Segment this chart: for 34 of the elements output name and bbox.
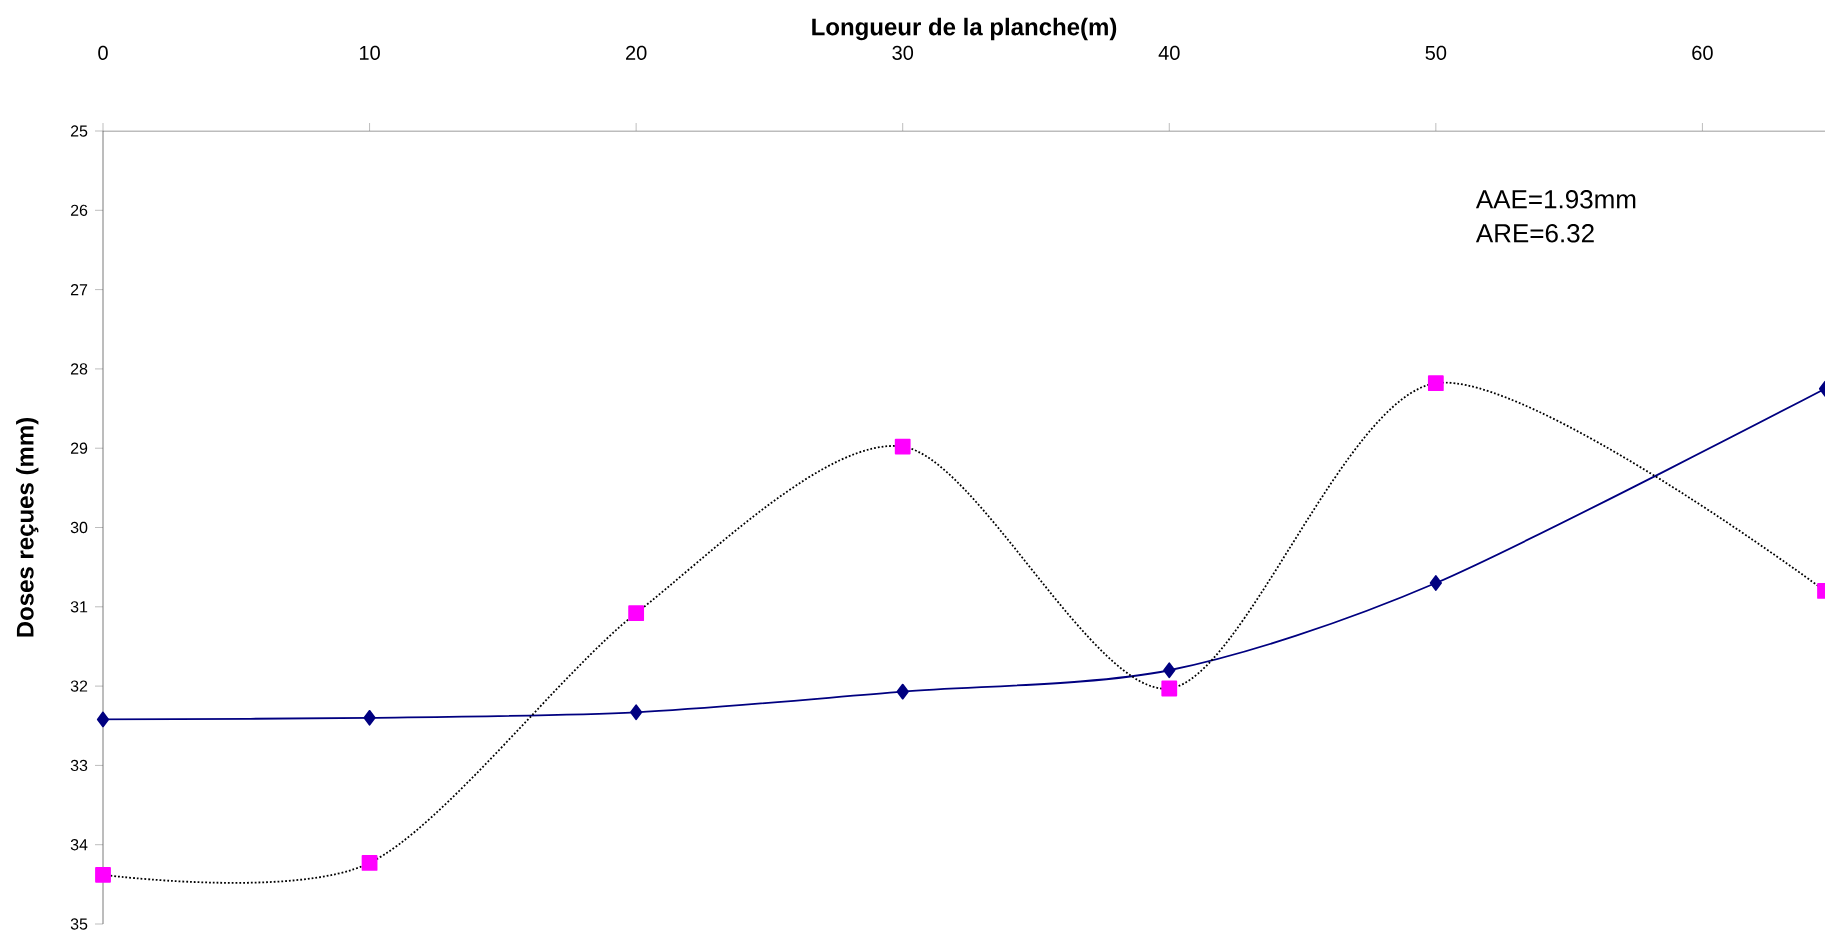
y-tick-label: 35 (70, 918, 88, 930)
point (95, 866, 111, 883)
y-tick-label: 33 (70, 759, 88, 772)
y-tick-label: 31 (70, 601, 88, 613)
y-tick-label: 32 (70, 680, 88, 692)
point (894, 438, 911, 455)
x-tick-label: 20 (626, 45, 647, 60)
y-tick-label: 28 (70, 363, 88, 375)
point (1429, 575, 1442, 591)
annotation: ARE=6.32 (1475, 224, 1594, 243)
x-tick-label: 30 (892, 45, 914, 60)
point (96, 711, 110, 728)
point (629, 704, 643, 721)
x-tick-label: 0 (98, 45, 108, 60)
y-tick-label: 30 (70, 521, 88, 534)
x-tick-label: 10 (359, 45, 380, 60)
x-axis-title: Longueur de la planche(m) (812, 17, 1117, 41)
y-tick-label: 26 (70, 204, 88, 216)
point (361, 855, 378, 871)
y-tick-label: 25 (70, 125, 88, 137)
x-tick-label: 40 (1158, 45, 1180, 60)
point (896, 683, 909, 700)
x-tick-label: 60 (1692, 45, 1713, 60)
annotation: AAE=1.93mm (1475, 190, 1636, 209)
y-tick-label: 34 (70, 839, 88, 851)
point (628, 605, 645, 622)
y-tick-label: 29 (70, 442, 88, 454)
y-tick-label: 27 (70, 284, 88, 296)
point (1427, 375, 1444, 392)
x-tick-label: 50 (1425, 45, 1447, 60)
point (363, 709, 376, 726)
point (1161, 680, 1178, 697)
point (1163, 662, 1176, 679)
y-axis-title: Doses reçues (mm) (16, 418, 39, 637)
